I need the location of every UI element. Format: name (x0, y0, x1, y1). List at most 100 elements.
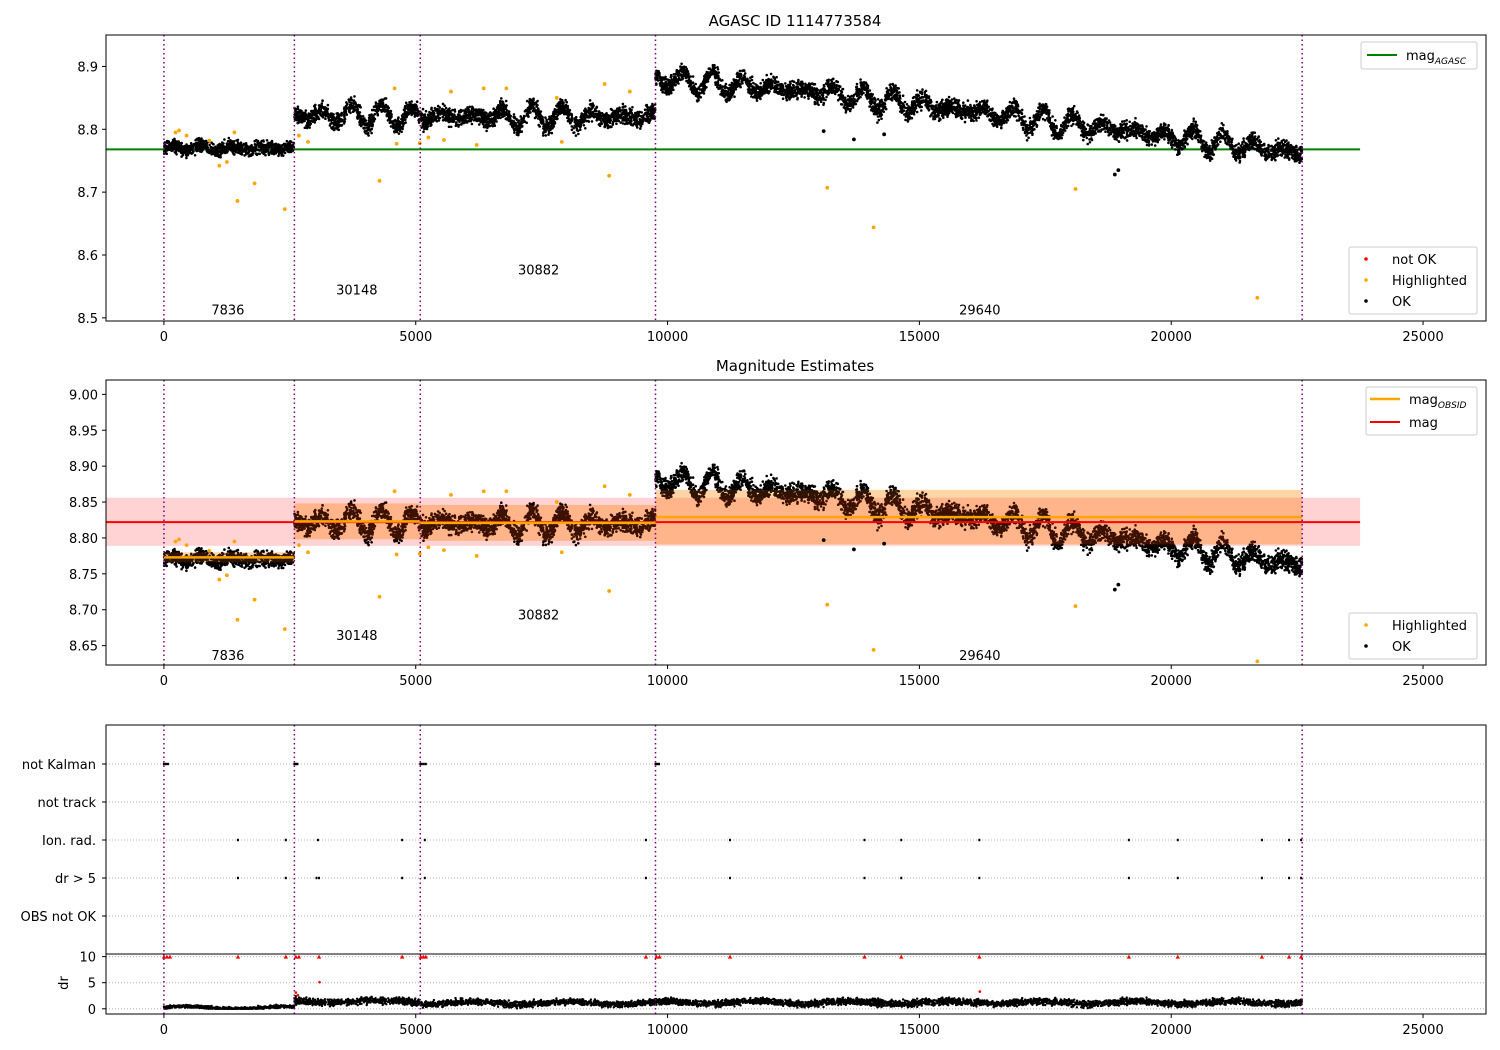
obsid-label: 30148 (336, 629, 377, 644)
highlighted-point (481, 86, 486, 91)
y-tick-label: 8.70 (69, 604, 98, 619)
ok-outlier-point (882, 132, 887, 137)
axes-frame (105, 34, 1487, 322)
highlighted-point (207, 138, 212, 143)
highlighted-point (554, 500, 559, 504)
flag-point (644, 876, 647, 880)
highlighted-point (627, 89, 632, 94)
legend-ok-label-2: OK (1392, 640, 1411, 655)
highlighted-point (825, 602, 830, 607)
flag-point (729, 838, 732, 842)
legend-mag-agasc-label: magAGASC (1406, 49, 1467, 67)
ok-points (654, 461, 1304, 578)
y-tick-label: 8.9 (77, 60, 98, 75)
highlighted-point (252, 181, 257, 186)
x-tick-label: 25000 (1402, 674, 1443, 689)
x-tick-label: 20000 (1151, 330, 1192, 345)
dr-capped-marker (1259, 954, 1265, 959)
dr-red-point (296, 993, 300, 997)
dr-points (419, 996, 657, 1010)
flag-point (1300, 838, 1303, 842)
flag-point (284, 838, 287, 842)
highlighted-point (296, 133, 301, 138)
y-tick-label: 8.7 (77, 186, 98, 201)
y-tick-label: 8.95 (69, 424, 98, 439)
agasc-panel-legend-points: not OK Highlighted OK (1348, 246, 1478, 315)
axes-frame (105, 379, 1487, 666)
highlighted-point (474, 143, 479, 147)
x-tick-label: 5000 (399, 330, 432, 345)
y-tick-label: 9.00 (69, 388, 98, 403)
highlighted-point (173, 130, 178, 135)
dr-capped-marker (164, 954, 170, 959)
flag-label: dr > 5 (55, 872, 96, 887)
dr-panel: dr 0 5 10 0 5000 10000 15000 20000 25000 (57, 951, 1487, 1038)
flag-point (978, 876, 981, 880)
agasc-panel-title: AGASC ID 1114773584 (709, 12, 882, 30)
flag-point (166, 762, 169, 766)
flags-panel: not Kalman not track Ion. rad. dr > 5 OBS no… (21, 724, 1487, 955)
flag-point (423, 876, 426, 880)
obsid-label: 30882 (518, 609, 559, 624)
dr-capped-marker (161, 954, 167, 959)
highlighted-point (554, 95, 559, 100)
x-tick-label: 20000 (1151, 1023, 1192, 1038)
dr-capped-marker (727, 954, 733, 959)
dr-red-point (318, 980, 321, 984)
flag-point (315, 876, 318, 880)
legend-highlighted-label: Highlighted (1392, 274, 1467, 289)
legend-highlighted-swatch (1364, 278, 1368, 282)
obsid-label: 30882 (518, 263, 559, 278)
highlighted-point (442, 548, 446, 553)
dr-y-tick-label: 10 (79, 951, 96, 966)
highlighted-point (173, 539, 178, 544)
flag-point (1300, 876, 1303, 880)
magnitude-panel: Magnitude Estimates 8.65 8.70 8.75 8.80 8.85… (69, 357, 1487, 689)
flag-point (658, 762, 661, 766)
flag-point (162, 762, 165, 766)
agasc-panel-legend-lines: magAGASC (1360, 41, 1478, 70)
dr-capped-marker (296, 954, 302, 959)
agasc-panel: AGASC ID 1114773584 8.5 8.6 8.7 8.8 8.9 0 5000… (77, 12, 1487, 345)
ok-points (654, 62, 1304, 164)
ok-outlier-point (882, 541, 887, 546)
ok-points (162, 136, 296, 160)
flag-point (1260, 838, 1263, 842)
legend-highlighted-swatch-2 (1364, 623, 1368, 627)
ok-outlier-point (1112, 587, 1117, 592)
ok-outlier-point (852, 137, 856, 142)
ok-outlier-point (821, 538, 826, 542)
dr-capped-marker (977, 954, 982, 959)
x-tick-label: 15000 (899, 674, 940, 689)
legend-ok-swatch (1364, 299, 1368, 303)
flag-point (1127, 838, 1130, 842)
highlighted-point (306, 139, 310, 144)
y-tick-label: 8.65 (69, 640, 98, 655)
highlighted-point (825, 185, 830, 190)
highlighted-point (449, 89, 453, 94)
dr-capped-marker (899, 954, 904, 959)
dr-y-tick-label: 5 (88, 977, 96, 992)
flag-label: OBS not OK (21, 910, 97, 925)
highlighted-point (252, 597, 257, 602)
highlighted-point (871, 648, 876, 652)
ok-outlier-point (1116, 168, 1121, 173)
highlighted-point (235, 617, 240, 622)
highlighted-point (177, 128, 181, 133)
y-tick-label: 8.90 (69, 460, 98, 475)
obsid-label: 30148 (336, 284, 377, 299)
legend-highlighted-label-2: Highlighted (1392, 619, 1467, 634)
obsid-label: 29640 (959, 649, 1000, 664)
flag-point (317, 838, 320, 842)
dr-capped-marker (423, 954, 429, 959)
obsid-label: 29640 (959, 304, 1000, 319)
x-tick-label: 20000 (1151, 674, 1192, 689)
flag-point (863, 876, 866, 880)
flag-point (422, 762, 425, 766)
flag-label: not Kalman (22, 758, 96, 773)
flag-point (900, 838, 903, 842)
x-tick-label: 10000 (647, 1023, 688, 1038)
flag-point (294, 762, 297, 766)
agasc-panel-plot-area: 8.5 8.6 8.7 8.8 8.9 0 5000 10000 15000 20000 25000… (77, 34, 1487, 345)
highlighted-point (232, 130, 237, 135)
